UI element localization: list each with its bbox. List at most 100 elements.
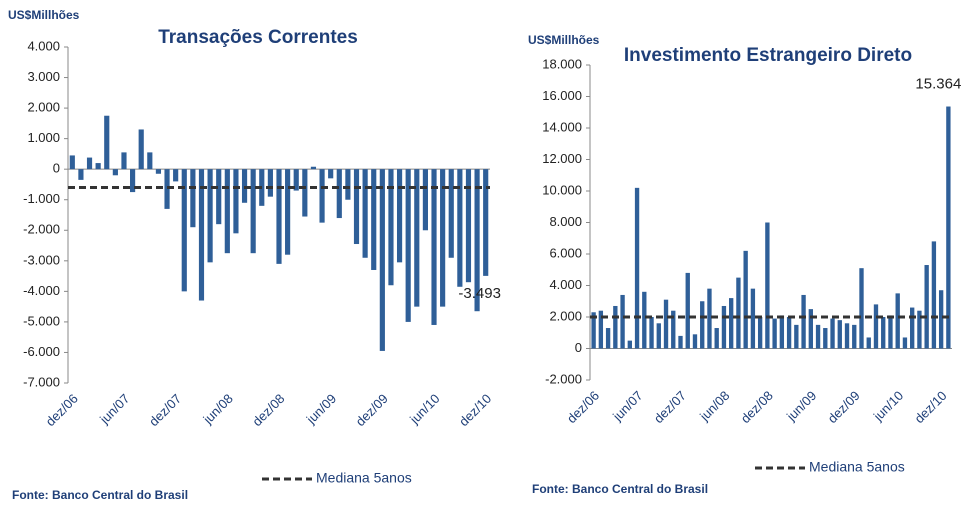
bar xyxy=(155,169,162,174)
x-tick-label: dez/07 xyxy=(651,388,689,426)
x-tick-label: jun/10 xyxy=(406,391,442,427)
bar xyxy=(801,294,806,349)
bar xyxy=(95,163,101,170)
bar xyxy=(714,328,719,349)
bar xyxy=(345,169,351,200)
bar xyxy=(379,169,385,351)
bar xyxy=(216,169,222,225)
bar xyxy=(634,187,640,349)
x-tick-label: dez/06 xyxy=(43,391,81,429)
bar xyxy=(440,169,446,307)
bar xyxy=(902,337,908,349)
y-tick-label: 2.000 xyxy=(27,100,60,115)
bar xyxy=(431,169,437,325)
bar xyxy=(924,265,929,349)
bar xyxy=(388,169,394,286)
bar xyxy=(852,324,857,349)
y-tick-label: 8.000 xyxy=(549,214,582,229)
bar xyxy=(207,169,213,263)
bar xyxy=(164,169,170,209)
bar xyxy=(642,291,647,349)
bar xyxy=(910,307,915,349)
bar xyxy=(786,317,792,349)
bar xyxy=(859,268,864,349)
bar xyxy=(328,169,334,179)
y-tick-label: 14.000 xyxy=(542,119,582,134)
bar xyxy=(772,318,777,349)
x-tick-label: dez/09 xyxy=(825,388,863,426)
bar xyxy=(112,169,118,176)
bar xyxy=(224,169,230,254)
bar xyxy=(620,294,625,349)
source: Fonte: Banco Central do Brasil xyxy=(532,482,708,496)
bar xyxy=(181,169,187,292)
y-tick-label: -7.000 xyxy=(23,374,60,389)
y-tick-label: 16.000 xyxy=(542,88,582,103)
bar xyxy=(873,304,879,349)
bar xyxy=(866,337,871,349)
bar xyxy=(336,169,342,219)
bar xyxy=(671,310,676,349)
x-tick-label: dez/07 xyxy=(146,391,184,429)
bar xyxy=(729,298,734,349)
bar xyxy=(613,305,618,349)
bar xyxy=(86,157,93,170)
legend-label: Mediana 5anos xyxy=(809,459,905,475)
bar xyxy=(121,152,127,170)
y-tick-label: 2.000 xyxy=(549,308,582,323)
bar xyxy=(721,305,727,349)
x-tick-label: dez/06 xyxy=(564,388,602,426)
bar xyxy=(815,324,821,349)
bar xyxy=(285,169,291,255)
bar xyxy=(736,277,741,349)
bar xyxy=(465,169,472,283)
bar xyxy=(917,310,922,349)
chart-title: Investimento Estrangeiro Direto xyxy=(624,45,912,66)
bar xyxy=(779,315,785,349)
bar xyxy=(483,169,489,276)
bar xyxy=(757,317,763,349)
y-tick-label: -1.000 xyxy=(23,191,60,206)
x-tick-label: jun/07 xyxy=(96,391,132,427)
x-tick-label: jun/08 xyxy=(200,391,236,427)
bar xyxy=(931,241,937,349)
bar xyxy=(938,290,944,349)
bar xyxy=(707,288,712,349)
bar xyxy=(700,301,705,349)
data-label: 15.364 xyxy=(915,75,961,92)
x-tick-label: dez/10 xyxy=(456,391,494,429)
bar xyxy=(750,288,756,349)
bar xyxy=(362,169,368,258)
y-tick-label: -2.000 xyxy=(545,371,582,386)
x-tick-label: dez/08 xyxy=(249,391,287,429)
bar xyxy=(457,169,463,287)
x-tick-label: jun/08 xyxy=(696,388,732,424)
bar xyxy=(844,323,850,349)
bar xyxy=(591,312,596,349)
bar xyxy=(319,169,325,223)
y-axis-label: US$Millhões xyxy=(528,33,600,47)
bar xyxy=(302,169,308,217)
bar xyxy=(685,272,690,349)
x-tick-label: dez/08 xyxy=(738,388,776,426)
bar xyxy=(173,169,179,182)
y-tick-label: 1.000 xyxy=(27,130,60,145)
bar xyxy=(190,169,196,228)
bar xyxy=(267,169,273,197)
bar xyxy=(198,169,205,301)
bar xyxy=(293,169,299,191)
x-tick-label: dez/09 xyxy=(353,391,391,429)
y-tick-label: -2.000 xyxy=(23,222,60,237)
bar xyxy=(69,155,75,170)
x-tick-label: jun/07 xyxy=(609,388,645,424)
y-tick-label: 6.000 xyxy=(549,245,582,260)
bar xyxy=(808,309,813,349)
bar xyxy=(250,169,256,254)
bar xyxy=(241,169,248,203)
bar xyxy=(656,323,661,349)
chart-title: Transações Correntes xyxy=(158,27,358,48)
bar xyxy=(678,335,683,349)
bar xyxy=(605,328,611,349)
legend-label: Mediana 5anos xyxy=(316,470,412,486)
x-tick-label: jun/10 xyxy=(870,388,906,424)
